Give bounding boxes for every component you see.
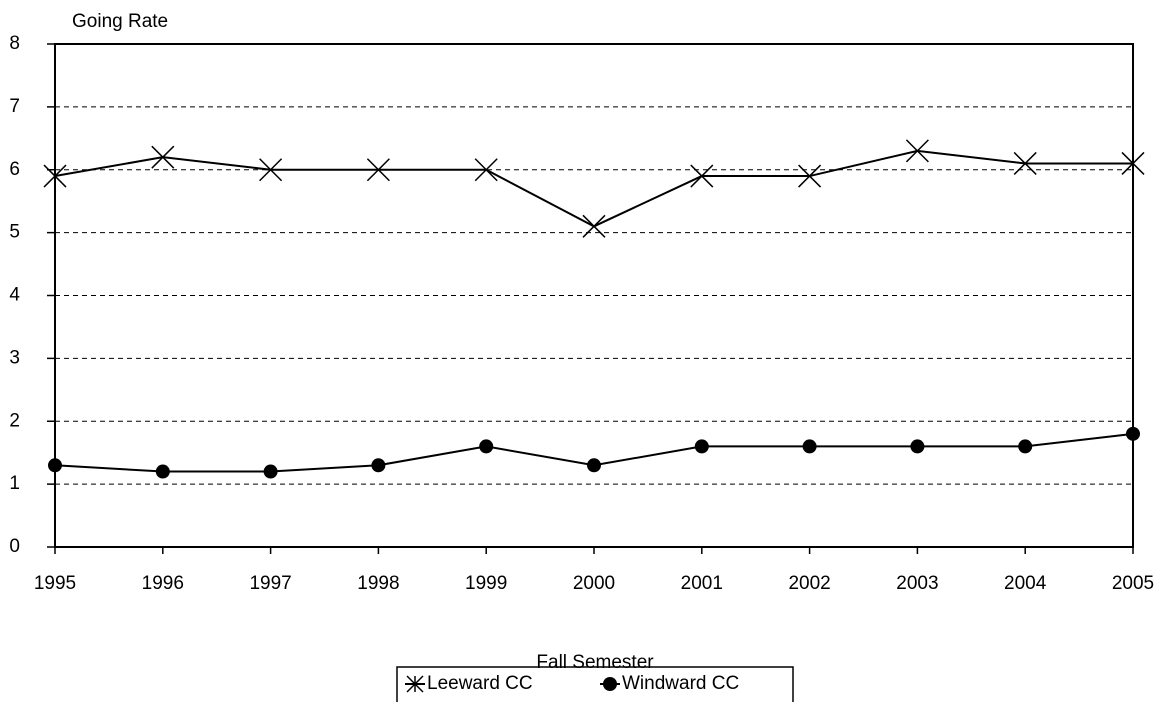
x-tick-label: 1999	[465, 573, 507, 594]
marker	[582, 214, 606, 238]
marker	[259, 158, 283, 182]
marker	[43, 164, 67, 188]
y-tick-label: 0	[9, 536, 20, 557]
y-tick-label: 8	[9, 33, 20, 54]
marker	[694, 439, 709, 454]
y-tick-label: 6	[9, 159, 20, 180]
y-tick-label: 3	[9, 347, 20, 368]
marker	[1121, 151, 1145, 175]
y-tick-label: 2	[9, 410, 20, 431]
x-tick-label: 2001	[681, 573, 723, 594]
legend-box	[396, 666, 794, 702]
x-tick-label: 1995	[34, 573, 76, 594]
x-tick-label: 2002	[788, 573, 830, 594]
marker	[151, 145, 175, 169]
marker	[1013, 151, 1037, 175]
legend-marker	[603, 677, 617, 691]
marker-stroke	[151, 145, 175, 169]
x-tick-label: 2003	[896, 573, 938, 594]
marker-stroke	[798, 164, 822, 188]
marker-stroke	[1013, 151, 1037, 175]
x-tick-label: 1996	[142, 573, 184, 594]
series-line	[54, 149, 1133, 228]
marker	[263, 464, 278, 479]
marker	[474, 158, 498, 182]
marker	[798, 164, 822, 188]
x-tick-label: 2005	[1112, 573, 1154, 594]
x-tick-label: 2004	[1004, 573, 1047, 594]
legend-label: Windward CC	[622, 673, 739, 694]
plot-border	[54, 43, 1134, 548]
x-tick-label: 2000	[573, 573, 615, 594]
marker	[366, 158, 390, 182]
y-tick-label: 7	[9, 96, 20, 117]
marker-stroke	[690, 164, 714, 188]
y-tick-label: 5	[9, 222, 20, 243]
y-axis-title: Going Rate	[72, 11, 168, 32]
marker-stroke	[43, 164, 67, 188]
legend-marker	[406, 675, 424, 693]
marker-stroke	[582, 214, 606, 238]
marker	[905, 139, 929, 163]
marker-stroke	[905, 139, 929, 163]
y-tick-label: 4	[9, 285, 20, 306]
marker	[48, 458, 62, 473]
marker-stroke	[366, 158, 390, 182]
marker	[910, 439, 925, 454]
marker-stroke	[1121, 151, 1145, 175]
marker-stroke	[474, 158, 498, 182]
x-axis-title: Fall Semester	[536, 652, 654, 673]
marker	[1018, 439, 1033, 454]
marker	[479, 439, 494, 454]
x-tick-label: 1997	[249, 573, 291, 594]
x-tick-label: 1998	[357, 573, 399, 594]
marker	[371, 458, 386, 473]
legend-label: Leeward CC	[427, 673, 533, 694]
marker	[155, 464, 170, 479]
y-tick-label: 1	[9, 473, 20, 494]
marker	[802, 439, 817, 454]
marker	[1126, 426, 1140, 441]
marker	[587, 458, 601, 473]
marker	[690, 164, 714, 188]
marker-stroke	[259, 158, 283, 182]
